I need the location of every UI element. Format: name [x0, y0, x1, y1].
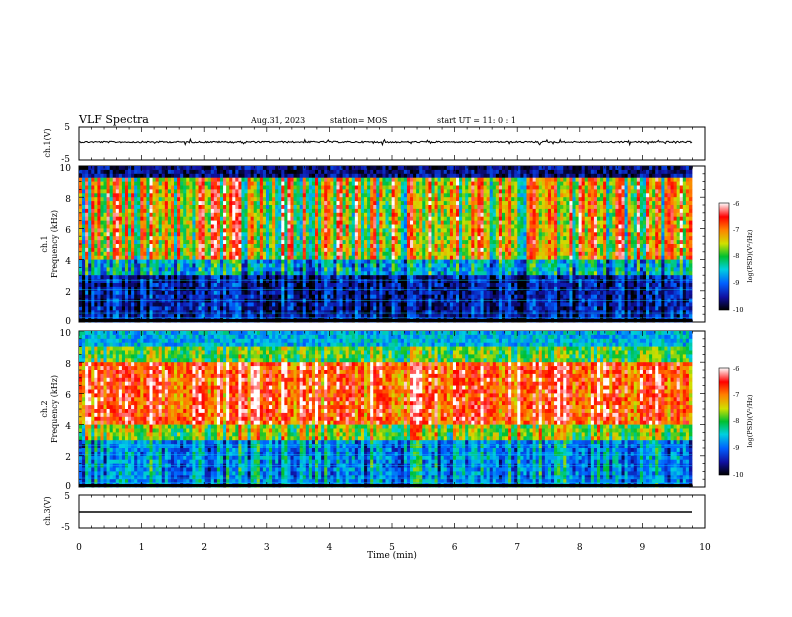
cb2-label: log(PSD)(V²/Hz)	[746, 394, 754, 447]
ch1-waveform-panel: 5 -5 ch.1(V)	[43, 123, 705, 165]
ch1-spectrogram-image	[79, 166, 692, 322]
ch2-ytick-0: 0	[65, 482, 71, 492]
cb2-tick-m6: -6	[733, 365, 739, 373]
cb2-tick-m7: -7	[733, 391, 739, 399]
cb2-tick-m10: -10	[733, 471, 743, 479]
ch3-ytick-top: 5	[64, 492, 70, 502]
ch2-ytick-10: 10	[60, 329, 72, 339]
ch2-colorbar: -6 -7 -8 -9 -10 log(PSD)(V²/Hz)	[719, 365, 754, 479]
ch1-ytick-10: 10	[60, 164, 72, 174]
cb2-tick-m8: -8	[733, 417, 739, 425]
ch1-ytick-2: 2	[65, 288, 71, 298]
ch2-ytick-8: 8	[65, 360, 71, 370]
ch1-spectrogram-panel: 0 2 4 6 8 10 ch.1 Frequency (kHz)	[40, 164, 705, 327]
cb1-tick-m8: -8	[733, 252, 739, 260]
ch2-ytick-4: 4	[65, 422, 71, 432]
ch1-spec-ylabel-bottom: Frequency (kHz)	[50, 210, 59, 278]
cb1-tick-m10: -10	[733, 306, 743, 314]
time-axis: 0 1 2 3 4 5 6 7 8 9 10 Time (min)	[76, 543, 711, 561]
ch1-ytick-0: 0	[65, 317, 71, 327]
xtick-9: 9	[640, 543, 646, 553]
xtick-6: 6	[452, 543, 458, 553]
xtick-3: 3	[264, 543, 270, 553]
xtick-8: 8	[577, 543, 583, 553]
cb1-label: log(PSD)(V²/Hz)	[746, 229, 754, 282]
ch1-ytick-4: 4	[65, 257, 71, 267]
ch3-waveform-panel: 5 -5 ch.3(V)	[43, 492, 705, 533]
xtick-1: 1	[139, 543, 145, 553]
xtick-10: 10	[699, 543, 711, 553]
ch2-ytick-2: 2	[65, 453, 71, 463]
figure-title: VLF Spectra	[78, 113, 149, 126]
ch2-spec-ylabel-bottom: Frequency (kHz)	[50, 375, 59, 443]
ch3-waveform-ylabel: ch.3(V)	[43, 496, 52, 525]
ch2-spectrogram-image	[79, 331, 692, 487]
ch1-ytick-top: 5	[64, 123, 70, 133]
xtick-2: 2	[201, 543, 207, 553]
station-label: station= MOS	[330, 116, 387, 125]
start-time-label: start UT = 11: 0 : 1	[437, 116, 516, 125]
xtick-0: 0	[76, 543, 82, 553]
x-axis-label: Time (min)	[367, 550, 417, 561]
xtick-7: 7	[514, 543, 520, 553]
cb1-tick-m6: -6	[733, 200, 739, 208]
ch1-ytick-6: 6	[65, 226, 71, 236]
ch1-ytick-8: 8	[65, 195, 71, 205]
ch1-spec-ylabel-top: ch.1	[40, 235, 49, 252]
ch3-ytick-bottom: -5	[61, 523, 70, 533]
xtick-4: 4	[327, 543, 333, 553]
ch2-ytick-6: 6	[65, 391, 71, 401]
date-label: Aug.31, 2023	[250, 116, 305, 125]
cb2-tick-m9: -9	[733, 444, 739, 452]
ch1-colorbar: -6 -7 -8 -9 -10 log(PSD)(V²/Hz)	[719, 200, 754, 314]
ch1-waveform-ylabel: ch.1(V)	[43, 128, 52, 157]
cb1-tick-m7: -7	[733, 226, 739, 234]
ch2-spec-ylabel-top: ch.2	[40, 400, 49, 417]
cb1-tick-m9: -9	[733, 279, 739, 287]
ch2-spectrogram-panel: 0 2 4 6 8 10 ch.2 Frequency (kHz)	[40, 329, 705, 492]
